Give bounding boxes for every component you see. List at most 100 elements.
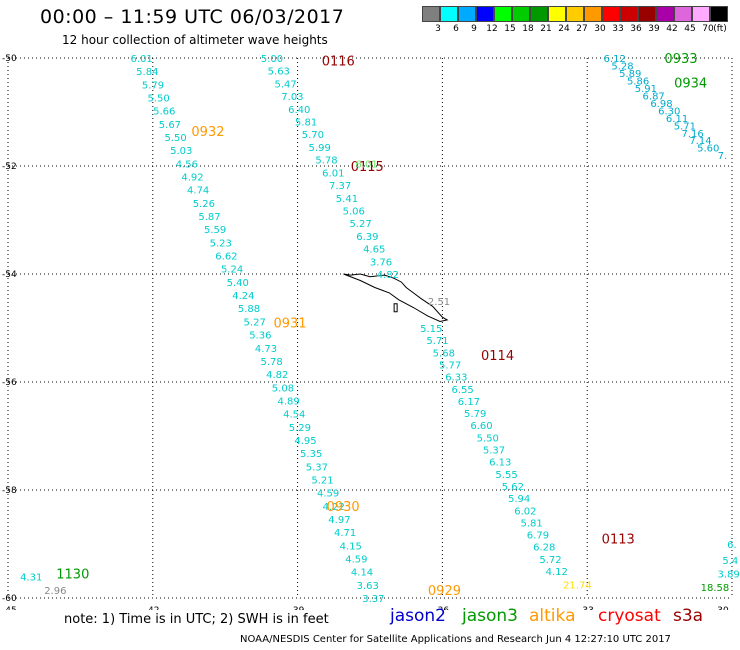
swh-value: 5.28 [611,61,633,72]
swh-value: 5.71 [674,121,696,132]
color-scale-swatch [638,6,656,22]
swh-value: 5.24 [221,265,243,276]
color-scale-swatch [512,6,530,22]
color-scale-swatch [530,6,548,22]
satellite-legend-item: jason3 [462,606,518,626]
swh-value: 5.27 [349,219,371,230]
color-scale-label: 18 [522,24,534,34]
satellite-legend-item: jason2 [390,606,446,626]
swh-value: 6.13 [489,458,511,469]
swh-value: 4.95 [294,436,316,447]
color-scale-label: 27 [576,24,588,34]
color-scale-swatch [710,6,728,22]
swh-value: 5.78 [315,156,337,167]
swh-value: 4.73 [255,344,277,355]
swh-value: 5.99 [309,143,331,154]
pass-time-label: 0116 [322,55,355,70]
satellite-legend-item: altika [529,606,576,626]
swh-value: 5.08 [272,383,294,394]
pass-time-label: 0934 [674,76,707,91]
color-scale-swatch [674,6,692,22]
satellite-legend-item: cryosat [598,606,661,626]
swh-value: 6.28 [533,543,555,554]
swh-value: 5.86 [627,76,649,87]
x-tick-label: -42 [145,606,160,610]
swh-value: 5.26 [193,199,215,210]
swh-value: 6.30 [658,106,680,117]
color-scale-label: 24 [558,24,570,34]
pass-time-label: 0113 [602,533,635,548]
color-scale-swatch [620,6,638,22]
color-scale-label: 9 [471,24,477,34]
color-scale-swatch [476,6,494,22]
swh-value: 5.62 [502,482,524,493]
swh-value: 6.01 [131,54,153,65]
chart-subtitle: 12 hour collection of altimeter wave hei… [62,33,328,47]
swh-value: 5.21 [311,475,333,486]
swh-value: 6.40 [288,105,310,116]
color-scale-label: 21 [540,24,552,34]
pass-time-label: 0929 [428,584,461,599]
swh-value: 4.56 [176,159,198,170]
swh-value: 5.50 [147,94,169,105]
swh-value: 5.87 [198,212,220,223]
swh-value: 3.89 [718,570,740,581]
swh-value: 7.37 [329,181,351,192]
swh-value: 5.67 [159,120,181,131]
swh-value: 5.50 [477,433,499,444]
color-scale-swatch [494,6,512,22]
swh-value: 6.79 [527,531,549,542]
pass-time-label: 0930 [327,500,360,515]
x-tick-label: -30 [714,606,729,610]
y-tick-label: -60 [2,594,17,604]
swh-value: 5.79 [142,80,164,91]
swh-value: 5.37 [306,462,328,473]
y-tick-label: -58 [2,486,17,496]
wave-height-map: -50-52-54-56-58-60-45-42-39-36-33-306.01… [2,52,740,610]
pass-time-label: 0933 [664,52,697,67]
color-scale-swatch [584,6,602,22]
swh-value: 4.24 [232,291,254,302]
color-scale-label: 6 [453,24,459,34]
swh-value: 5.23 [210,238,232,249]
swh-value: 6.98 [650,99,672,110]
swh-value: 6. [727,540,737,551]
swh-value: 6.17 [458,397,480,408]
pass-time-label: 0115 [351,160,384,175]
pass-time-label: 0931 [273,317,306,332]
swh-value: 5.77 [439,360,461,371]
swh-value: 5.37 [483,446,505,457]
x-tick-label: -39 [290,606,305,610]
color-scale-swatch [692,6,710,22]
swh-value: 6.12 [604,54,626,65]
swh-value: 4.31 [20,572,42,583]
swh-value: 6.55 [452,385,474,396]
color-scale-swatch [548,6,566,22]
swh-value: 7.16 [682,129,704,140]
x-tick-label: -45 [2,606,17,610]
swh-value: 6.01 [322,168,344,179]
swh-value: 5.68 [433,348,455,359]
swh-value: 7. [718,151,728,162]
swh-value: 5.70 [302,130,324,141]
swh-value: 7.14 [689,136,711,147]
swh-value: 5.27 [244,317,266,328]
satellite-legend-item: s3a [673,606,704,626]
pass-time-label: 1130 [56,568,89,583]
color-scale-swatch [458,6,476,22]
swh-value: 4.92 [181,173,203,184]
color-scale-label: 39 [648,24,660,34]
swh-value: 6.33 [445,373,467,384]
swh-value: 5.84 [136,67,158,78]
swh-value: 4.59 [317,489,339,500]
chart-title: 00:00 – 11:59 UTC 06/03/2017 [40,6,345,28]
swh-value: 4.71 [334,528,356,539]
swh-value: 5.78 [261,357,283,368]
swh-value: 6.11 [666,114,688,125]
color-scale-swatch [440,6,458,22]
swh-value: 5.36 [249,331,271,342]
swh-value: 5.71 [426,336,448,347]
swh-value: 5.72 [539,555,561,566]
pass-time-label: 0932 [191,125,224,140]
swh-value: 4.65 [363,245,385,256]
